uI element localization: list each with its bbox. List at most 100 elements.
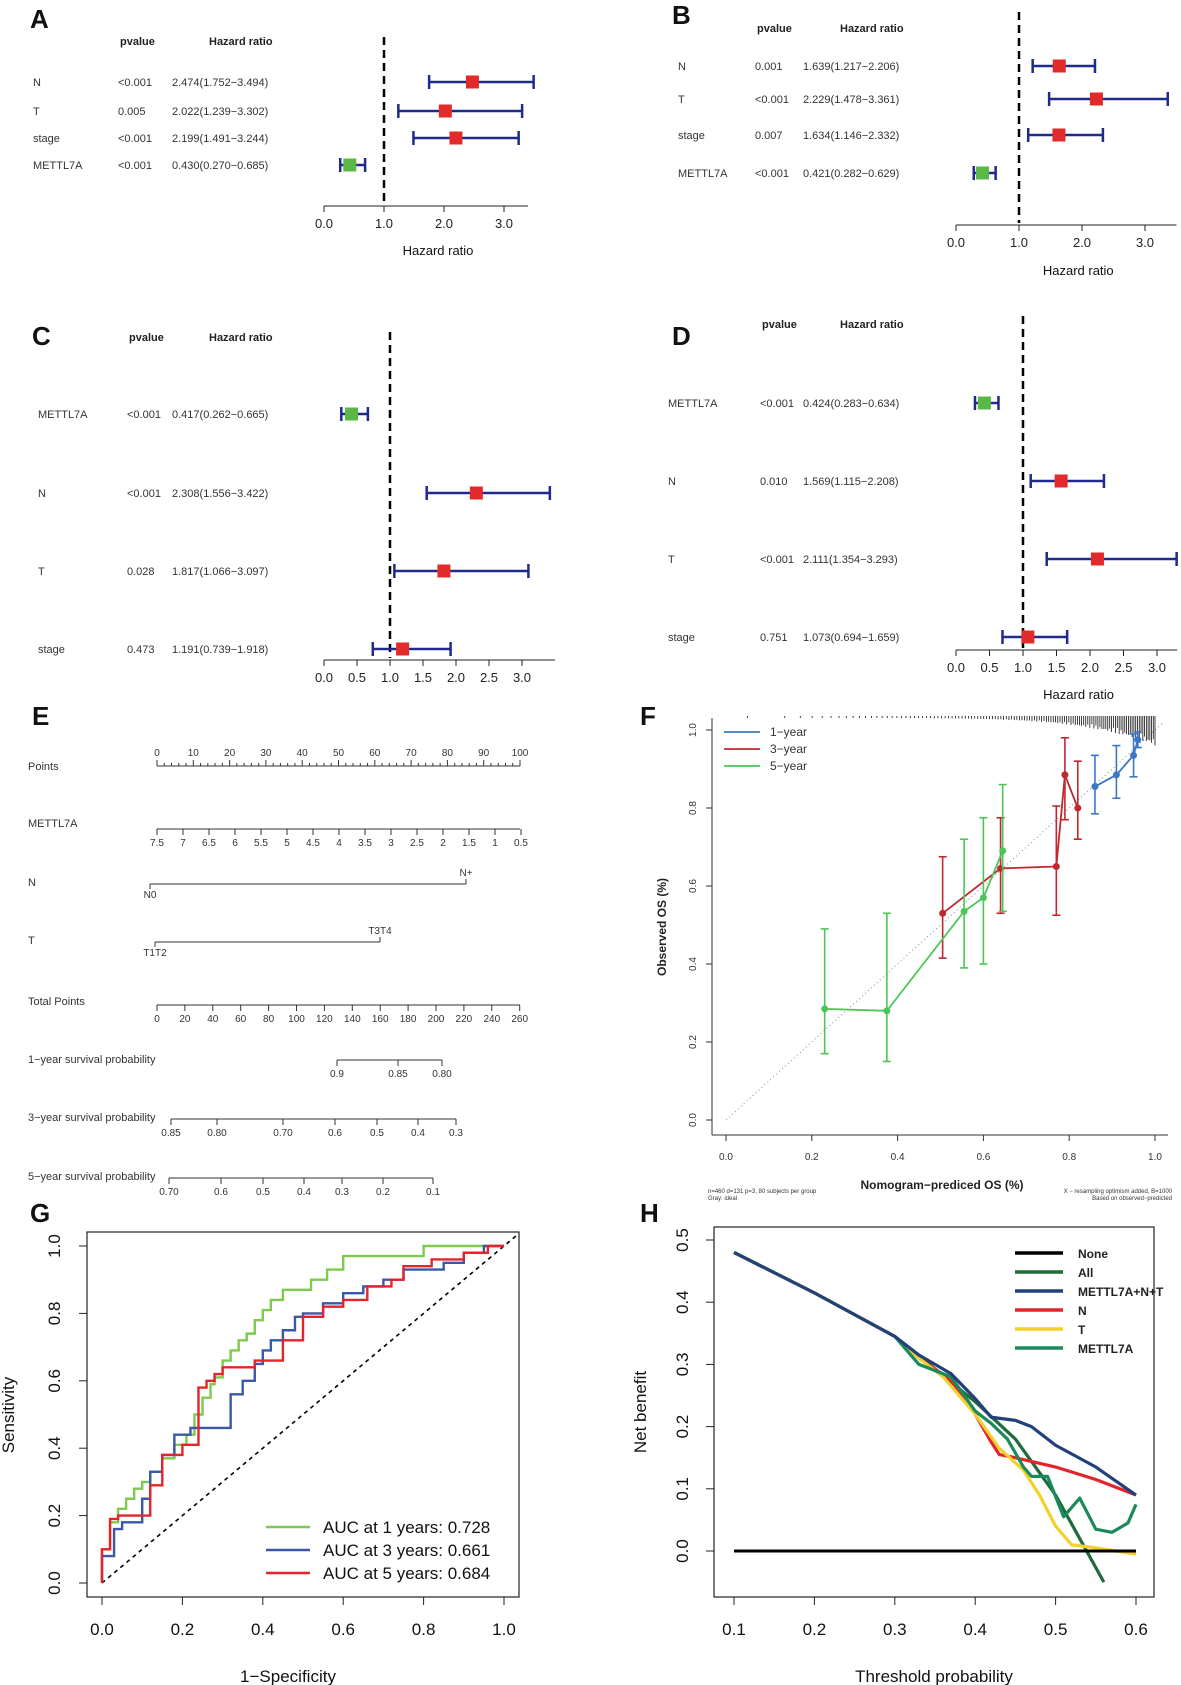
nomogram-scale-name: Total Points xyxy=(28,996,85,1008)
forest-row-pvalue-d: <0.001 xyxy=(760,398,794,410)
dca-y-tick-label: 0.0 xyxy=(673,1539,692,1563)
dca-legend-label: METTL7A xyxy=(1078,1342,1134,1356)
forest-row-name-a: METTL7A xyxy=(33,160,83,172)
calibration-ideal-line xyxy=(725,721,1164,1121)
nomogram-tick-label: 1.5 xyxy=(462,838,476,849)
forest-row-pvalue-a: <0.001 xyxy=(118,160,152,172)
dca-y-tick-label: 0.3 xyxy=(673,1353,692,1377)
nomogram-tick-label: 7 xyxy=(180,838,186,849)
roc-x-tick-label: 0.2 xyxy=(171,1620,195,1639)
forest-row-pvalue-c: <0.001 xyxy=(127,488,161,500)
forest-row-hr-d: 0.424(0.283−0.634) xyxy=(803,398,899,410)
forest-row-hr-a: 2.022(1.239−3.302) xyxy=(172,106,268,118)
forest-row-pvalue-a: 0.005 xyxy=(118,106,146,118)
nomogram-tick-label: 0.70 xyxy=(159,1187,179,1198)
pvalue-header-a: pvalue xyxy=(120,36,155,48)
dca-legend-label: T xyxy=(1078,1323,1086,1337)
roc-legend-label: AUC at 3 years: 0.661 xyxy=(323,1541,490,1560)
roc-x-tick-label: 0.8 xyxy=(412,1620,436,1639)
forest-hr-marker-b xyxy=(1052,59,1066,73)
nomogram-tick-label: 200 xyxy=(428,1014,445,1025)
dca-curve-mettl7a-n-t xyxy=(733,1251,1137,1497)
nomogram-tick-label: 5.5 xyxy=(254,838,268,849)
roc-y-tick-label: 0.2 xyxy=(45,1504,64,1528)
calibration-legend-label: 1−year xyxy=(770,725,807,739)
panel-label-a: A xyxy=(30,4,49,34)
roc-y-tick-label: 0.0 xyxy=(45,1571,64,1595)
calibration-y-tick-label: 0.0 xyxy=(688,1113,699,1127)
dca-x-tick-label: 0.4 xyxy=(963,1620,987,1639)
roc-y-tick-label: 0.8 xyxy=(45,1302,64,1326)
forest-row-name-c: METTL7A xyxy=(38,409,88,421)
forest-row-name-d: N xyxy=(668,476,676,488)
calibration-line-5-year xyxy=(824,850,1004,1012)
calibration-point-5-year xyxy=(999,847,1007,855)
dca-legend-label: N xyxy=(1078,1304,1087,1318)
calibration-footnote-right: X − resampling optimism added, B=1000 xyxy=(1064,1189,1173,1195)
nomogram-tick-label: 0.6 xyxy=(328,1128,342,1139)
roc-ylabel: Sensitivity xyxy=(0,1376,18,1453)
forest-row-pvalue-c: 0.473 xyxy=(127,644,155,656)
forest-tick-label-a: 0.0 xyxy=(315,216,333,231)
forest-row-name-b: METTL7A xyxy=(678,168,728,180)
calibration-footnote-right: Based on observed−predicted xyxy=(1092,1196,1172,1202)
nomogram-tick-label: 240 xyxy=(483,1014,500,1025)
forest-row-hr-d: 1.569(1.115−2.208) xyxy=(803,476,899,488)
forest-hr-marker-d xyxy=(1090,552,1104,566)
dca-y-tick-label: 0.4 xyxy=(673,1290,692,1314)
forest-row-name-c: T xyxy=(38,566,45,578)
pvalue-header-b: pvalue xyxy=(757,23,792,35)
nomogram-tick-label: 0.4 xyxy=(411,1128,425,1139)
forest-hr-marker-a xyxy=(438,104,452,118)
panel-label-b: B xyxy=(672,0,691,30)
calibration-point-1-year xyxy=(1112,771,1120,779)
forest-row-name-b: T xyxy=(678,94,685,106)
forest-row-hr-a: 2.474(1.752−3.494) xyxy=(172,77,268,89)
forest-tick-label-a: 1.0 xyxy=(375,216,393,231)
forest-tick-label-d: 0.5 xyxy=(980,660,998,675)
forest-tick-label-b: 1.0 xyxy=(1010,235,1028,250)
forest-row-name-a: stage xyxy=(33,133,60,145)
dca-x-tick-label: 0.3 xyxy=(883,1620,907,1639)
dca-y-tick-label: 0.2 xyxy=(673,1415,692,1439)
nomogram-scale-name: Points xyxy=(28,761,59,773)
forest-row-hr-c: 1.817(1.066−3.097) xyxy=(172,566,268,578)
dca-curves xyxy=(733,1251,1138,1583)
forest-row-pvalue-a: <0.001 xyxy=(118,133,152,145)
calibration-point-3-year xyxy=(1052,863,1060,870)
nomogram-tick-label: T3T4 xyxy=(368,926,392,937)
forest-tick-label-b: 3.0 xyxy=(1136,235,1154,250)
nomogram-tick-label: 30 xyxy=(260,748,272,759)
forest-row-hr-a: 0.430(0.270−0.685) xyxy=(172,160,268,172)
calibration-point-1-year xyxy=(1130,751,1138,759)
forest-tick-label-b: 0.0 xyxy=(947,235,965,250)
forest-row-hr-a: 2.199(1.491−3.244) xyxy=(172,133,268,145)
nomogram-tick-label: 0.80 xyxy=(207,1128,227,1139)
calibration-point-5-year xyxy=(960,907,968,915)
calibration-footnote-left: n=460 d=131 p=3, 80 subjects per group xyxy=(708,1189,817,1195)
roc-xlabel: 1−Specificity xyxy=(240,1667,336,1685)
nomogram-tick-label: 5 xyxy=(284,838,290,849)
nomogram-tick-label: 0.1 xyxy=(426,1187,440,1198)
forest-hr-marker-b xyxy=(976,166,990,180)
roc-curve xyxy=(100,1244,504,1583)
nomogram-tick-label: 0.4 xyxy=(297,1187,311,1198)
panel-label-d: D xyxy=(672,321,691,351)
panel-label-f: F xyxy=(640,701,656,731)
nomogram-tick-label: T1T2 xyxy=(143,948,167,959)
forest-tick-label-d: 1.0 xyxy=(1014,660,1032,675)
dca-y-tick-label: 0.1 xyxy=(673,1477,692,1501)
forest-hr-marker-d xyxy=(977,396,991,410)
forest-xlabel-d: Hazard ratio xyxy=(1043,687,1114,702)
forest-row-hr-c: 1.191(0.739−1.918) xyxy=(172,644,268,656)
nomogram-tick-label: 60 xyxy=(235,1014,247,1025)
dca-y-tick-label: 0.5 xyxy=(673,1228,692,1252)
panel-label-e: E xyxy=(32,701,49,731)
forest-tick-label-c: 2.0 xyxy=(447,670,465,685)
nomogram-tick-label: 6.5 xyxy=(202,838,216,849)
forest-hr-marker-c xyxy=(345,407,359,421)
forest-row-hr-c: 0.417(0.262−0.665) xyxy=(172,409,268,421)
calibration-x-tick-label: 0.0 xyxy=(719,1152,733,1163)
roc-x-tick-label: 1.0 xyxy=(492,1620,516,1639)
nomogram-tick-label: 260 xyxy=(511,1014,528,1025)
